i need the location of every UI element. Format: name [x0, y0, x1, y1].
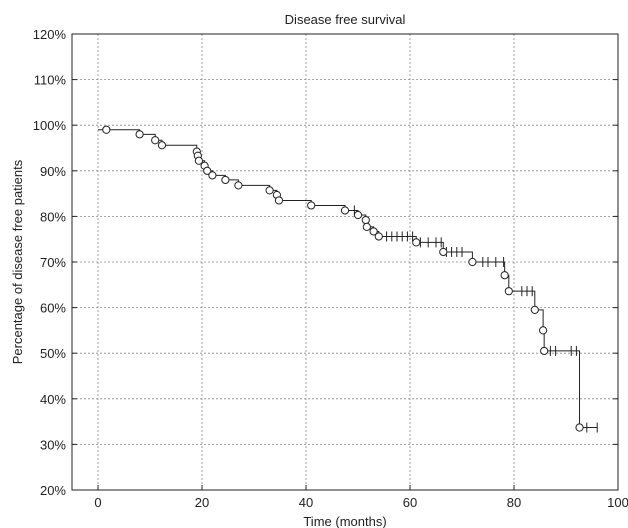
y-tick-label: 100%: [33, 118, 67, 133]
event-point: [208, 171, 217, 180]
event-point: [151, 136, 160, 145]
event-point: [307, 201, 316, 210]
event-point: [353, 210, 363, 220]
x-axis-label: Time (months): [303, 514, 386, 528]
x-tick-label: 0: [94, 495, 101, 510]
event-point: [540, 346, 549, 356]
event-point: [157, 141, 167, 150]
event-point: [221, 175, 230, 185]
event-point: [530, 305, 539, 314]
event-point: [340, 206, 350, 215]
event-point: [135, 130, 144, 139]
y-tick-label: 90%: [40, 164, 66, 179]
event-point: [412, 238, 421, 247]
y-tick-label: 80%: [40, 209, 66, 224]
event-point: [539, 326, 548, 335]
event-point: [575, 423, 584, 432]
y-tick-label: 120%: [33, 27, 67, 42]
chart-title: Disease free survival: [285, 12, 406, 27]
x-tick-label: 40: [299, 495, 313, 510]
event-point: [265, 186, 274, 195]
event-point: [102, 125, 111, 134]
event-point: [439, 247, 448, 257]
y-tick-label: 50%: [40, 346, 66, 361]
y-axis-label: Percentage of disease free patients: [10, 159, 25, 364]
x-tick-label: 100: [607, 495, 628, 510]
event-markers: [102, 125, 584, 432]
y-tick-label: 30%: [40, 437, 66, 452]
event-point: [468, 257, 477, 267]
y-tick-label: 70%: [40, 255, 66, 270]
event-point: [274, 196, 284, 205]
x-tick-label: 20: [195, 495, 209, 510]
y-tick-label: 20%: [40, 483, 66, 498]
event-point: [374, 232, 383, 241]
event-point: [369, 227, 378, 236]
y-tick-label: 60%: [40, 301, 66, 316]
event-point: [500, 271, 509, 280]
event-point: [504, 287, 513, 296]
y-tick-label: 110%: [34, 73, 67, 88]
event-point: [361, 215, 370, 225]
grid-lines: [72, 34, 618, 490]
x-tick-label: 80: [507, 495, 521, 510]
y-axis: 20% 30% 40% 50% 60% 70% 80% 90% 100% 110% 120%: [33, 27, 618, 498]
y-tick-label: 40%: [40, 392, 66, 407]
event-point: [234, 181, 243, 190]
event-point: [203, 166, 212, 175]
survival-curve: [98, 129, 598, 429]
x-axis: 0 20 40 60 80 100: [94, 485, 628, 510]
event-point: [362, 222, 371, 231]
x-tick-label: 60: [403, 495, 417, 510]
censored-markers: [353, 205, 598, 433]
event-point: [194, 156, 203, 165]
